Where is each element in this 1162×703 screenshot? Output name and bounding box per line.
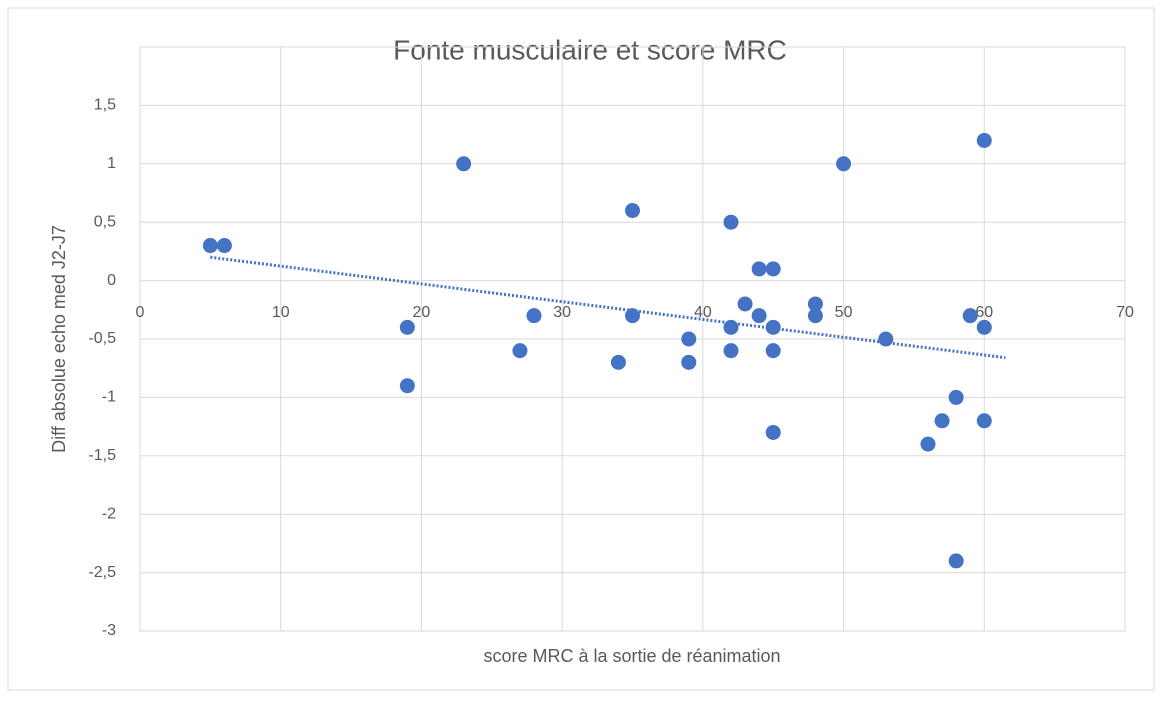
- point: [765, 424, 781, 440]
- point: [625, 203, 640, 219]
- point: [751, 261, 767, 277]
- point: [807, 296, 823, 312]
- x-tick-label: 10: [272, 304, 290, 321]
- chart-frame: [7, 7, 1155, 691]
- point: [751, 308, 767, 324]
- point: [526, 308, 542, 324]
- x-tick-label: 50: [835, 304, 853, 321]
- x-tick-label: 30: [553, 304, 571, 321]
- point: [399, 319, 415, 335]
- y-tick-label: -1,5: [88, 447, 116, 464]
- chart-title: Fonte musculaire et score MRC: [393, 34, 787, 65]
- y-tick-label: -2,5: [88, 564, 116, 581]
- y-tick-label: -1: [102, 389, 116, 406]
- point: [976, 319, 992, 335]
- point: [681, 354, 697, 370]
- y-tick-label: 0,5: [94, 213, 116, 230]
- y-tick-label: -3: [102, 622, 116, 639]
- x-tick-label: 70: [1116, 304, 1134, 321]
- point: [934, 413, 950, 429]
- point: [948, 553, 964, 569]
- y-tick-label: -0,5: [88, 330, 116, 347]
- point: [723, 214, 739, 230]
- point: [681, 331, 697, 347]
- point: [456, 156, 472, 172]
- point: [202, 238, 218, 254]
- point: [723, 343, 739, 359]
- point: [610, 354, 626, 370]
- point: [976, 413, 992, 429]
- y-axis-label: Diff absolue echo med J2-J7: [49, 225, 69, 453]
- point: [765, 261, 781, 277]
- point: [737, 296, 753, 312]
- y-tick-label: 0: [107, 272, 116, 289]
- y-tick-label: -2: [102, 505, 116, 522]
- point: [920, 436, 936, 452]
- x-tick-label: 40: [694, 304, 712, 321]
- point: [216, 238, 232, 254]
- point: [399, 378, 415, 394]
- y-tick-label: 1,5: [94, 97, 116, 114]
- y-tick-label: 1: [107, 155, 116, 172]
- point: [878, 331, 894, 347]
- x-axis-label: score MRC à la sortie de réanimation: [483, 646, 780, 666]
- point: [836, 156, 852, 172]
- trendline: [210, 255, 1006, 360]
- point: [948, 389, 964, 405]
- point: [962, 308, 978, 324]
- point: [807, 308, 823, 324]
- x-tick-label: 20: [413, 304, 431, 321]
- point: [512, 343, 528, 359]
- x-tick-label: 0: [136, 304, 145, 321]
- point: [976, 132, 992, 148]
- point: [765, 343, 781, 359]
- x-tick-label: 60: [975, 304, 993, 321]
- point: [765, 319, 781, 335]
